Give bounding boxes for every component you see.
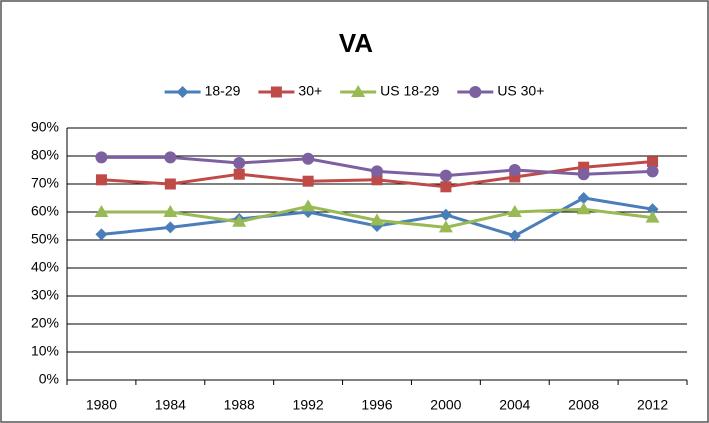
marker	[351, 85, 366, 97]
y-tick-label: 90%	[31, 119, 59, 135]
marker	[302, 152, 315, 165]
x-tick-label: 1988	[224, 397, 255, 413]
y-tick-label: 40%	[31, 259, 59, 275]
marker	[233, 168, 245, 180]
marker	[164, 178, 176, 190]
marker	[646, 203, 659, 216]
marker	[270, 86, 282, 98]
marker	[439, 208, 452, 221]
x-tick-label: 1992	[293, 397, 324, 413]
marker	[95, 228, 108, 241]
marker	[577, 168, 590, 181]
marker	[370, 213, 384, 226]
marker	[371, 165, 383, 178]
x-tick-label: 2012	[637, 397, 668, 413]
marker	[646, 165, 659, 178]
marker	[95, 151, 108, 164]
y-tick-label: 0%	[39, 371, 59, 387]
x-tick-label: 1984	[155, 397, 186, 413]
marker	[507, 205, 522, 217]
x-tick-label: 2000	[430, 397, 461, 413]
marker	[645, 210, 660, 223]
marker	[95, 174, 107, 186]
marker	[301, 199, 316, 212]
y-tick-label: 30%	[31, 287, 59, 303]
marker	[509, 171, 521, 183]
marker	[232, 214, 247, 227]
x-tick-label: 2004	[499, 397, 530, 413]
y-tick-label: 50%	[31, 231, 59, 247]
marker	[164, 221, 177, 234]
marker	[576, 202, 591, 215]
marker	[233, 157, 246, 169]
y-tick-label: 70%	[31, 175, 59, 191]
marker	[578, 161, 590, 173]
marker	[440, 181, 452, 193]
marker	[302, 175, 314, 187]
legend: 18-29 30+ US 18-29 US 30+	[164, 83, 544, 99]
legend-label: 30+	[298, 83, 322, 99]
y-tick-label: 60%	[31, 203, 59, 219]
marker	[469, 86, 482, 98]
marker	[439, 169, 452, 182]
marker	[577, 192, 590, 204]
marker	[176, 86, 189, 98]
y-tick-label: 20%	[31, 315, 59, 331]
x-tick-label: 2008	[568, 397, 599, 413]
chart-title: VA	[339, 28, 373, 58]
legend-label: US 30+	[497, 83, 544, 99]
marker	[508, 164, 521, 176]
x-tick-label: 1980	[86, 397, 117, 413]
y-tick-label: 80%	[31, 147, 59, 163]
x-tick-label: 1996	[361, 397, 392, 413]
marker	[164, 151, 177, 164]
marker	[371, 174, 383, 186]
marker	[647, 156, 659, 168]
marker	[438, 220, 453, 233]
marker	[94, 205, 109, 217]
marker	[508, 229, 521, 242]
y-tick-label: 10%	[31, 343, 59, 359]
marker	[163, 205, 178, 217]
legend-label: US 18-29	[380, 83, 439, 99]
legend-label: 18-29	[205, 83, 241, 99]
